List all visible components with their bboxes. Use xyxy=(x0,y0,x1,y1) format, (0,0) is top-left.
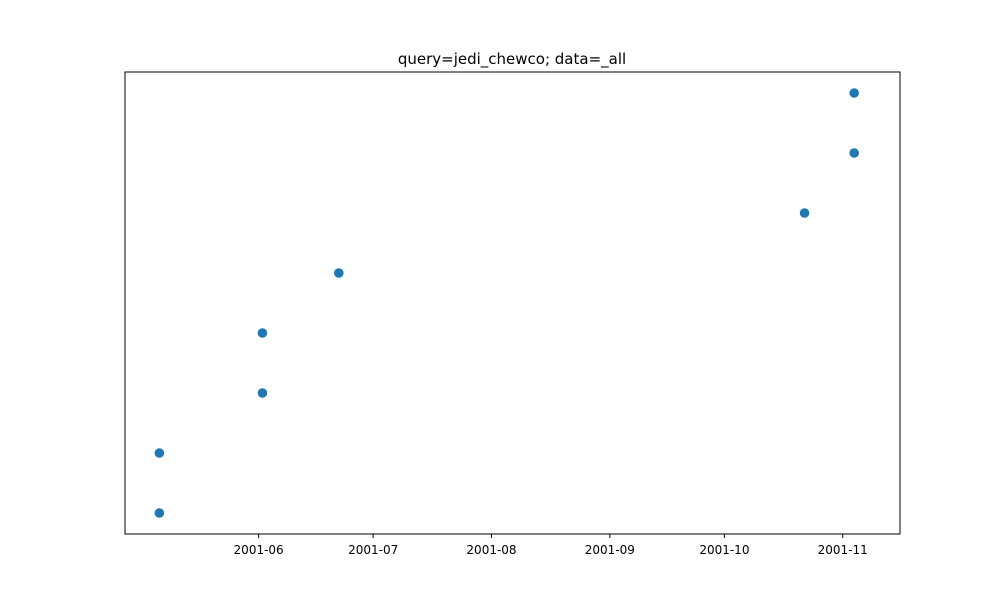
x-tick-label: 2001-07 xyxy=(348,543,398,557)
data-point xyxy=(333,268,344,278)
x-tick-label: 2001-09 xyxy=(585,543,635,557)
x-axis: 2001-06 2001-07 2001-08 2001-09 2001-10 2001-… xyxy=(234,534,868,557)
x-tick-label: 2001-06 xyxy=(234,543,284,557)
data-point xyxy=(849,148,859,158)
data-point xyxy=(799,208,810,218)
x-tick-label: 2001-11 xyxy=(818,543,868,557)
x-tick-label: 2001-08 xyxy=(466,543,516,557)
data-point xyxy=(257,388,268,398)
data-point xyxy=(849,88,859,98)
plot-frame xyxy=(124,71,901,535)
x-tick-label: 2001-10 xyxy=(699,543,749,557)
chart-title: query=jedi_chewco; data=_all xyxy=(398,50,626,69)
data-point xyxy=(154,508,165,518)
data-point xyxy=(257,328,268,338)
data-point xyxy=(154,448,165,458)
data-points xyxy=(154,88,859,518)
